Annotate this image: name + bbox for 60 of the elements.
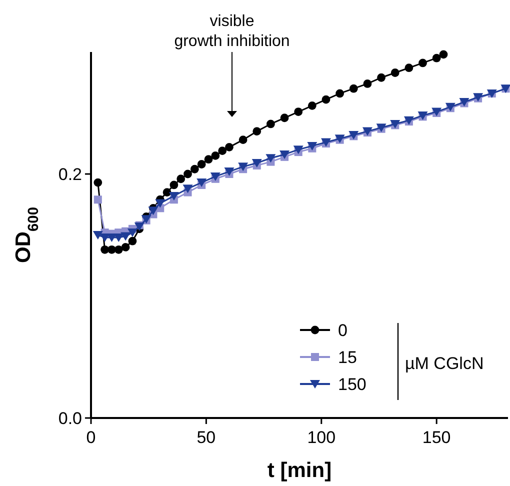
point xyxy=(204,155,213,164)
point xyxy=(155,199,166,208)
point xyxy=(94,196,102,204)
point xyxy=(349,84,358,93)
point xyxy=(418,58,427,68)
point xyxy=(238,136,248,144)
point xyxy=(182,184,193,194)
point xyxy=(308,101,316,110)
point xyxy=(266,120,275,128)
point xyxy=(280,150,290,159)
legend-label: 0 xyxy=(338,321,348,340)
point xyxy=(114,233,124,242)
point xyxy=(184,170,192,178)
point xyxy=(162,188,172,196)
point xyxy=(148,206,158,216)
point xyxy=(121,243,130,252)
point xyxy=(322,95,330,104)
point xyxy=(120,232,131,241)
legend-title: µM CGlcN xyxy=(405,354,484,373)
point xyxy=(439,50,448,59)
y-tick-label: 0.2 xyxy=(58,165,82,184)
point xyxy=(94,178,102,187)
point xyxy=(404,64,414,72)
legend-label: 15 xyxy=(338,348,357,367)
point xyxy=(390,68,400,77)
point xyxy=(114,245,123,254)
point xyxy=(307,142,318,150)
point xyxy=(127,228,138,238)
point xyxy=(100,245,110,254)
x-tick-label: 50 xyxy=(196,428,216,447)
point xyxy=(224,168,234,176)
legend-label: 150 xyxy=(338,375,366,394)
point xyxy=(363,80,372,88)
point xyxy=(176,174,186,184)
point xyxy=(432,54,441,62)
x-tick-label: 0 xyxy=(86,428,96,447)
point xyxy=(225,142,234,152)
x-tick-label: 150 xyxy=(422,428,451,447)
point xyxy=(238,162,248,172)
x-axis-title: t [min] xyxy=(267,459,332,482)
point xyxy=(294,108,303,116)
point xyxy=(293,146,304,154)
text: visible growth inhibition xyxy=(174,13,290,50)
point xyxy=(266,154,276,163)
point xyxy=(211,152,220,160)
point xyxy=(92,231,103,240)
point xyxy=(128,236,137,246)
point xyxy=(280,114,289,122)
point xyxy=(252,127,262,136)
point xyxy=(377,73,386,82)
point xyxy=(210,172,220,181)
point xyxy=(218,146,227,156)
point xyxy=(170,180,178,190)
point xyxy=(108,245,116,254)
point xyxy=(190,164,199,174)
point xyxy=(336,89,344,98)
point xyxy=(197,160,206,168)
y-tick-label: 0.0 xyxy=(58,409,82,428)
point xyxy=(168,192,179,200)
x-tick-label: 100 xyxy=(307,428,336,447)
